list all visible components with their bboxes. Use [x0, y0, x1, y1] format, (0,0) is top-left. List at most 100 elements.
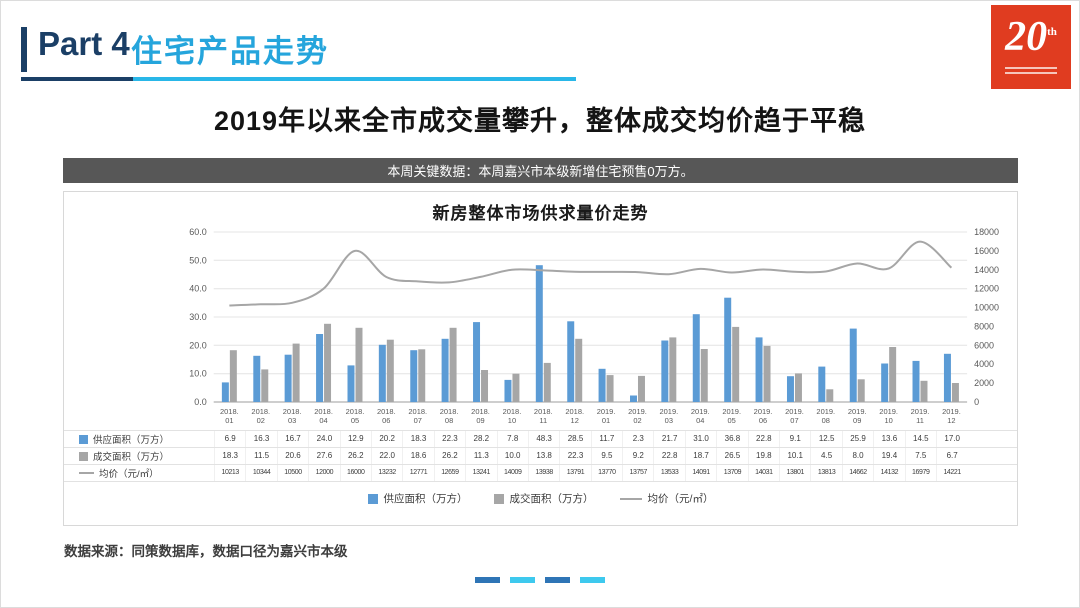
table-row-label: 供应面积（万方） — [93, 435, 170, 446]
svg-text:11: 11 — [916, 416, 924, 425]
table-cell: 13533 — [653, 465, 684, 481]
table-cell: 14132 — [873, 465, 904, 481]
table-cell: 10.1 — [779, 448, 810, 464]
table-cell: 12659 — [433, 465, 465, 481]
svg-text:2000: 2000 — [974, 378, 994, 388]
svg-text:03: 03 — [665, 416, 673, 425]
section-title: 住宅产品走势 — [131, 34, 329, 69]
logo-number-wrap: 20th — [991, 5, 1071, 64]
table-cell: 10.0 — [496, 448, 528, 464]
svg-text:2018.: 2018. — [534, 407, 553, 416]
svg-text:09: 09 — [476, 416, 484, 425]
svg-text:14000: 14000 — [974, 265, 999, 275]
table-cell: 16.3 — [245, 431, 276, 447]
table-row-label: 均价（元/㎡） — [99, 469, 159, 480]
table-cell: 13757 — [622, 465, 653, 481]
table-cell: 36.8 — [716, 431, 747, 447]
table-cell: 11.7 — [590, 431, 622, 447]
svg-text:2019.: 2019. — [628, 407, 647, 416]
table-cell: 12.9 — [339, 431, 371, 447]
svg-text:09: 09 — [853, 416, 861, 425]
table-cell: 14091 — [684, 465, 716, 481]
table-cell: 22.8 — [747, 431, 779, 447]
table-cell: 22.3 — [433, 431, 465, 447]
table-cell: 26.5 — [716, 448, 747, 464]
chart-legend: 供应面积（万方） 成交面积（万方） 均价（元/㎡） — [64, 491, 1017, 506]
svg-text:4000: 4000 — [974, 359, 994, 369]
pagination-dot[interactable] — [580, 577, 605, 583]
table-cell: 11.5 — [245, 448, 276, 464]
table-row: 均价（元/㎡） 10213 10344 10500 12000 16000 13232 127… — [64, 464, 1017, 482]
table-cell: 25.9 — [841, 431, 873, 447]
table-cell: 22.3 — [559, 448, 590, 464]
svg-text:03: 03 — [288, 416, 296, 425]
logo-number: 20 — [1005, 14, 1048, 60]
svg-text:2019.: 2019. — [722, 407, 741, 416]
svg-text:2018.: 2018. — [346, 407, 365, 416]
table-cell: 31.0 — [684, 431, 716, 447]
table-cell: 16000 — [339, 465, 371, 481]
svg-text:10.0: 10.0 — [189, 369, 206, 379]
table-cell: 18.7 — [684, 448, 716, 464]
combo-chart: 0.0 10.0 20.0 30.0 40.0 50.0 60.0 0 2000 4000 6000… — [189, 227, 999, 425]
header-underline — [21, 77, 576, 81]
chart-panel: 新房整体市场供求量价走势 0.0 10.0 20.0 30.0 40.0 50.0 60.0… — [63, 191, 1018, 526]
pagination-dot[interactable] — [510, 577, 535, 583]
table-cell: 13.8 — [527, 448, 559, 464]
svg-text:04: 04 — [696, 416, 704, 425]
table-cell: 22.0 — [370, 448, 402, 464]
table-cell: 9.5 — [590, 448, 622, 464]
svg-text:2019.: 2019. — [754, 407, 773, 416]
table-row: 成交面积（万方） 18.3 11.5 20.6 27.6 26.2 22.0 18.6 26.2… — [64, 447, 1017, 464]
svg-text:05: 05 — [351, 416, 359, 425]
table-cell: 13.6 — [873, 431, 904, 447]
svg-text:2019.: 2019. — [848, 407, 867, 416]
table-row-header: 均价（元/㎡） — [64, 465, 214, 481]
table-cell: 14009 — [496, 465, 528, 481]
table-filler — [967, 448, 1017, 464]
table-row-label: 成交面积（万方） — [93, 452, 170, 463]
pagination-dots — [0, 577, 1080, 583]
pagination-dot[interactable] — [545, 577, 570, 583]
table-cell: 10213 — [214, 465, 245, 481]
svg-text:2019.: 2019. — [659, 407, 678, 416]
svg-text:18000: 18000 — [974, 227, 999, 237]
svg-text:12: 12 — [571, 416, 579, 425]
anniversary-logo: 20th — [991, 5, 1071, 89]
svg-text:2018.: 2018. — [471, 407, 490, 416]
svg-text:2019.: 2019. — [942, 407, 961, 416]
table-cell: 12.5 — [810, 431, 841, 447]
table-cell: 20.2 — [370, 431, 402, 447]
table-cell: 17.0 — [935, 431, 967, 447]
table-cell: 24.0 — [308, 431, 339, 447]
table-cell: 20.6 — [276, 448, 308, 464]
table-cell: 14662 — [841, 465, 873, 481]
chart-data-table: 供应面积（万方） 6.9 16.3 16.7 24.0 12.9 20.2 18.3 22.3 2… — [64, 430, 1017, 482]
table-cell: 6.9 — [214, 431, 245, 447]
svg-text:30.0: 30.0 — [189, 312, 206, 322]
table-cell: 13232 — [370, 465, 402, 481]
svg-text:60.0: 60.0 — [189, 227, 206, 237]
svg-text:8000: 8000 — [974, 321, 994, 331]
table-cell: 10500 — [276, 465, 308, 481]
svg-text:2018.: 2018. — [220, 407, 239, 416]
logo-suffix: th — [1047, 26, 1057, 38]
legend-item: 成交面积（万方） — [493, 491, 594, 506]
svg-text:40.0: 40.0 — [189, 284, 206, 294]
table-cell: 7.5 — [904, 448, 936, 464]
legend-item: 均价（元/㎡） — [619, 491, 713, 506]
table-row-header: 供应面积（万方） — [64, 431, 214, 447]
table-cell: 13791 — [559, 465, 590, 481]
pagination-dot[interactable] — [475, 577, 500, 583]
svg-text:08: 08 — [445, 416, 453, 425]
svg-text:6000: 6000 — [974, 340, 994, 350]
source-note: 数据来源：同策数据库，数据口径为嘉兴市本级 — [64, 544, 348, 559]
table-row-header: 成交面积（万方） — [64, 448, 214, 464]
table-cell: 26.2 — [433, 448, 465, 464]
bar-key-icon — [367, 493, 378, 504]
bar-key-icon — [79, 434, 88, 444]
svg-text:50.0: 50.0 — [189, 255, 206, 265]
table-cell: 9.1 — [779, 431, 810, 447]
table-row: 供应面积（万方） 6.9 16.3 16.7 24.0 12.9 20.2 18.3 22.3 2… — [64, 430, 1017, 447]
